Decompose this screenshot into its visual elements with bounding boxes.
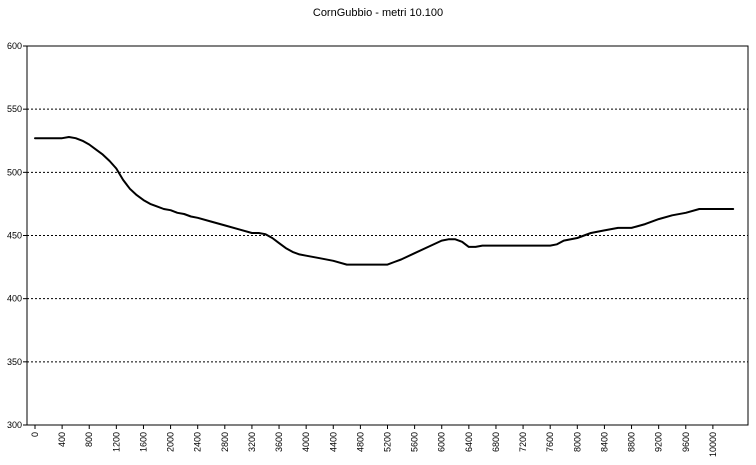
x-tick-label: 5600 (410, 432, 420, 452)
y-tick-label: 600 (7, 41, 22, 51)
gridlines (27, 108, 748, 363)
x-tick-label: 4400 (328, 432, 338, 452)
x-tick-label: 6800 (491, 432, 501, 452)
x-tick-label: 4000 (301, 432, 311, 452)
y-axis: 300 350 400 450 500 550 600 (7, 41, 27, 430)
x-tick-label: 3600 (274, 432, 284, 452)
y-tick-label: 550 (7, 104, 22, 114)
y-tick-label: 450 (7, 231, 22, 241)
x-tick-label: 2800 (220, 432, 230, 452)
x-tick-label: 9200 (654, 432, 664, 452)
y-tick-label: 350 (7, 357, 22, 367)
x-tick-label: 8400 (599, 432, 609, 452)
x-tick-label: 6000 (437, 432, 447, 452)
elevation-line (34, 136, 735, 266)
x-tick-label: 8800 (627, 432, 637, 452)
chart-title: CornGubbio - metri 10.100 (312, 7, 444, 19)
x-tick-label: 3200 (247, 432, 257, 452)
x-tick-label: 7600 (545, 432, 555, 452)
x-tick-label: 9600 (681, 432, 691, 452)
x-tick-label: 2400 (193, 432, 203, 452)
x-tick-label: 0 (30, 432, 40, 437)
x-tick-label: 5200 (383, 432, 393, 452)
x-tick-label: 400 (57, 432, 67, 447)
y-tick-label: 400 (7, 294, 22, 304)
x-tick-label: 4800 (355, 432, 365, 452)
x-tick-label: 1200 (111, 432, 121, 452)
x-tick-label: 7200 (518, 432, 528, 452)
x-tick-label: 2000 (166, 432, 176, 452)
x-tick-label: 10000 (708, 432, 718, 457)
x-tick-label: 6400 (464, 432, 474, 452)
y-tick-label: 500 (7, 167, 22, 177)
x-axis: 0 400 800 1200 1600 2000 2400 2800 3200 3600 4000 4… (30, 425, 718, 457)
y-tick-label: 300 (7, 420, 22, 430)
x-tick-label: 800 (84, 432, 94, 447)
x-tick-label: 8000 (572, 432, 582, 452)
x-tick-label: 1600 (138, 432, 148, 452)
